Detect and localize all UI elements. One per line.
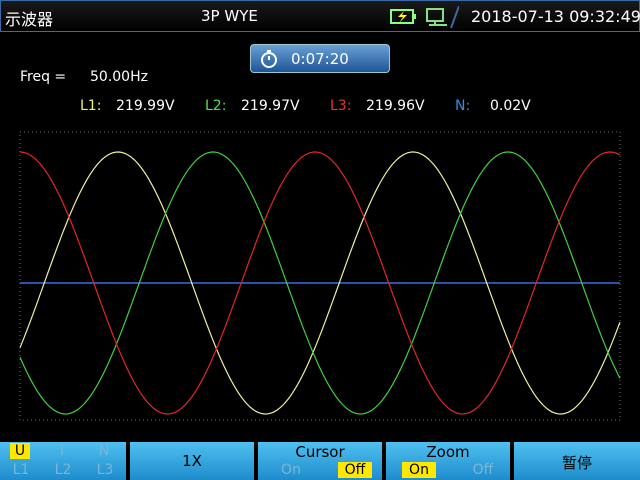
timer-button[interactable]: 0:07:20 <box>250 44 390 73</box>
softkey[interactable]: 暂停 <box>514 442 640 480</box>
phase-option: L3 <box>96 462 114 478</box>
freq-value: 50.00Hz <box>90 69 148 85</box>
header: 示波器 3P WYE 2018-07-13 09:32:49 <box>0 0 640 32</box>
softkey[interactable]: 1X <box>130 442 254 480</box>
freq-label: Freq = <box>20 69 67 85</box>
channel-option: N <box>98 443 110 459</box>
channel-option: U <box>10 443 30 459</box>
phase-label: L1: <box>80 98 102 114</box>
channel-option: I <box>59 443 65 459</box>
softkey-title: Cursor <box>295 443 345 461</box>
phase-label: L2: <box>205 98 227 114</box>
softkey-option: On <box>281 462 301 478</box>
waveform <box>19 151 621 415</box>
phase-value: 0.02V <box>490 98 531 114</box>
softkey-option: Off <box>338 462 372 478</box>
softkey[interactable]: Cursor On Off <box>258 442 382 480</box>
softkey[interactable]: U L1 I L2 N L3 <box>0 442 126 480</box>
softkey-label: 暂停 <box>561 454 592 472</box>
waveform <box>19 151 621 415</box>
waveform-plot <box>19 131 621 421</box>
softkey-option: Off <box>472 462 494 478</box>
softkey[interactable]: Zoom On Off <box>386 442 510 480</box>
stopwatch-icon <box>261 50 277 68</box>
phase-label: L3: <box>330 98 352 114</box>
wiring-mode: 3P WYE <box>201 7 258 25</box>
status-icons <box>390 6 459 28</box>
phase-option: L2 <box>54 462 72 478</box>
phase-value: 219.97V <box>241 98 300 114</box>
phase-value: 219.96V <box>366 98 425 114</box>
softkey-title: Zoom <box>426 443 470 461</box>
screen-title: 示波器 <box>5 10 54 29</box>
timer-value: 0:07:20 <box>291 50 349 68</box>
phase-value: 219.99V <box>116 98 175 114</box>
phase-label: N: <box>455 98 471 114</box>
phase-option: L1 <box>12 462 30 478</box>
softkey-label: 1X <box>182 452 202 470</box>
datetime: 2018-07-13 09:32:49 <box>471 7 640 26</box>
waveform <box>19 151 621 415</box>
softkey-option: On <box>402 462 436 478</box>
